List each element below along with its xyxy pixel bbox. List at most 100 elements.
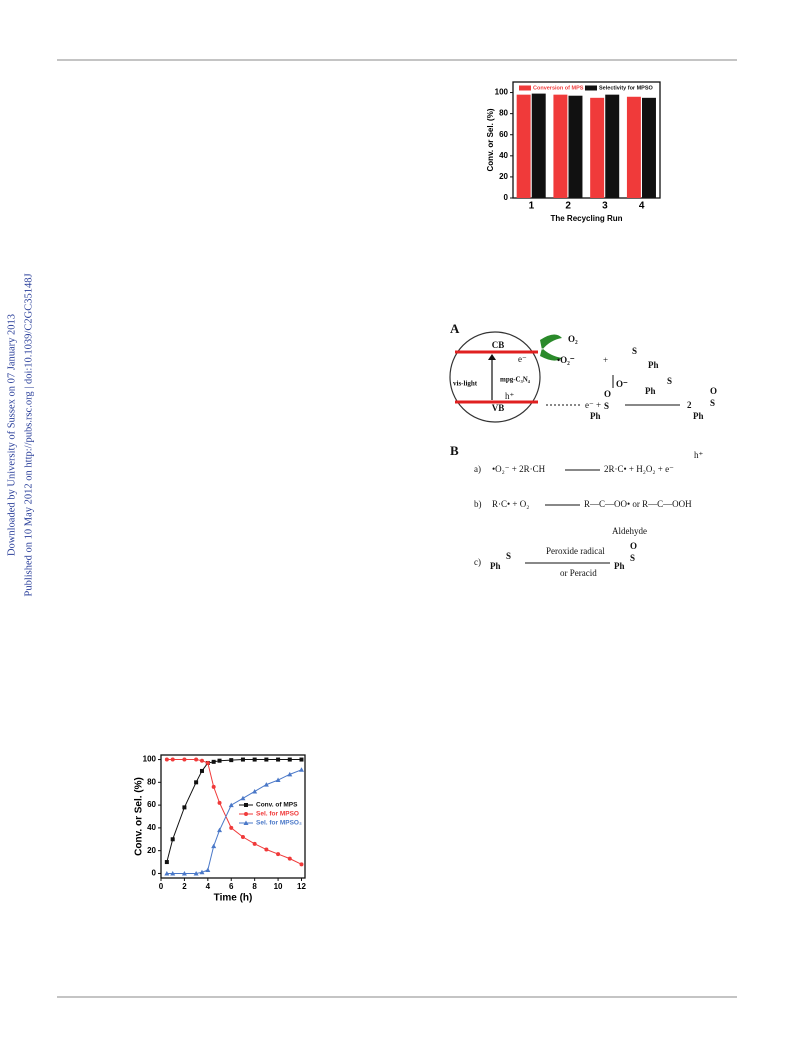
o: O — [604, 389, 611, 399]
marker — [229, 758, 234, 763]
bar — [626, 96, 641, 198]
marker — [243, 820, 249, 825]
plot-frame — [160, 754, 306, 879]
step-label: a) — [474, 464, 481, 474]
y-axis-label: Conv. or Sel. (%) — [134, 777, 145, 856]
y-tick-label: 80 — [147, 777, 156, 786]
marker — [164, 870, 170, 876]
particle — [449, 331, 541, 423]
y-tick-label: 40 — [499, 151, 508, 160]
peracid: or Peracid — [560, 568, 597, 578]
marker — [298, 767, 304, 772]
aldehyde: Aldehyde — [612, 526, 647, 536]
x-tick-label: 3 — [602, 201, 608, 212]
bar — [641, 97, 656, 198]
marker — [199, 758, 204, 763]
marker — [164, 757, 169, 762]
y-tick-label: 0 — [504, 193, 509, 202]
ph: Ph — [490, 561, 501, 571]
marker — [252, 757, 257, 762]
marker — [287, 856, 292, 861]
marker — [170, 837, 175, 842]
marker — [199, 869, 205, 875]
y-tick-label: 40 — [147, 823, 156, 832]
bar — [553, 94, 568, 198]
x-tick-label: 1 — [529, 201, 535, 212]
marker — [194, 780, 199, 785]
marker — [287, 771, 293, 777]
ph: Ph — [645, 386, 656, 396]
two: 2 — [687, 400, 692, 410]
side-note: Downloaded by University of Sussex on 07… — [6, 314, 17, 556]
legend-swatch — [585, 85, 597, 91]
o2-arrow — [540, 334, 562, 361]
light-label: vis-light — [453, 380, 478, 388]
scheme: A CB VB vis-light mpg-C₃N₄ e⁻ h⁺ O₂ •O₂⁻… — [449, 321, 717, 578]
marker — [240, 757, 245, 762]
x-tick-label: 0 — [159, 882, 164, 891]
panel-label: A — [450, 321, 460, 336]
bar — [590, 97, 605, 198]
marker — [275, 777, 281, 783]
x-tick-label: 10 — [274, 882, 283, 891]
marker — [252, 788, 258, 794]
peroxide: Peroxide radical — [546, 546, 605, 556]
plot-frame — [512, 81, 661, 199]
marker — [170, 870, 176, 876]
marker — [217, 827, 223, 833]
legend-label: Conversion of MPS — [533, 85, 584, 91]
cb-label: CB — [492, 340, 505, 350]
legend-label: Conv. of MPS — [256, 802, 298, 809]
x-tick-label: 12 — [297, 882, 306, 891]
marker — [252, 841, 257, 846]
x-tick-label: 4 — [206, 882, 211, 891]
ph: Ph — [590, 411, 601, 421]
ph: Ph — [693, 411, 704, 421]
hole: h⁺ — [694, 450, 704, 460]
reaction: 2R·C• + H₂O₂ + e⁻ — [604, 464, 674, 474]
marker — [240, 835, 245, 839]
panel-label: B — [450, 443, 459, 458]
bar — [531, 93, 546, 198]
marker — [287, 757, 292, 762]
marker — [211, 784, 216, 789]
marker — [263, 782, 269, 787]
s: S — [632, 346, 637, 356]
y-axis-label: Conv. or Sel. (%) — [486, 108, 495, 171]
marker — [276, 757, 281, 762]
x-tick-label: 4 — [639, 201, 645, 212]
electron: e⁻ — [585, 400, 594, 410]
y-tick-label: 20 — [147, 846, 156, 855]
o: O — [710, 386, 717, 396]
bar — [516, 94, 531, 198]
marker — [240, 795, 246, 801]
x-tick-label: 2 — [182, 882, 187, 891]
marker — [182, 805, 187, 810]
s: S — [667, 376, 672, 386]
o2: O₂ — [568, 334, 578, 344]
marker — [299, 757, 304, 762]
arrowhead — [488, 354, 496, 360]
marker — [244, 812, 248, 816]
marker — [264, 757, 269, 762]
bar — [568, 95, 583, 198]
x-axis-label: Time (h) — [214, 893, 253, 904]
marker — [194, 757, 199, 762]
side-note: Published on 10 May 2012 on http://pubs.… — [23, 273, 34, 596]
plus: + — [596, 400, 601, 410]
marker — [244, 803, 248, 807]
legend-label: Selectivity for MPSO — [599, 85, 654, 91]
reaction: R—C—OO• or R—C—OOH — [584, 499, 692, 509]
s: S — [710, 398, 715, 408]
marker — [164, 860, 169, 865]
marker — [299, 862, 304, 867]
marker — [205, 760, 210, 765]
y-tick-label: 0 — [152, 869, 157, 878]
marker — [264, 847, 269, 852]
y-tick-label: 80 — [499, 109, 508, 118]
marker — [229, 825, 234, 830]
s: S — [604, 401, 609, 411]
o-minus: O⁻ — [616, 379, 628, 389]
x-axis-label: The Recycling Run — [550, 214, 622, 223]
